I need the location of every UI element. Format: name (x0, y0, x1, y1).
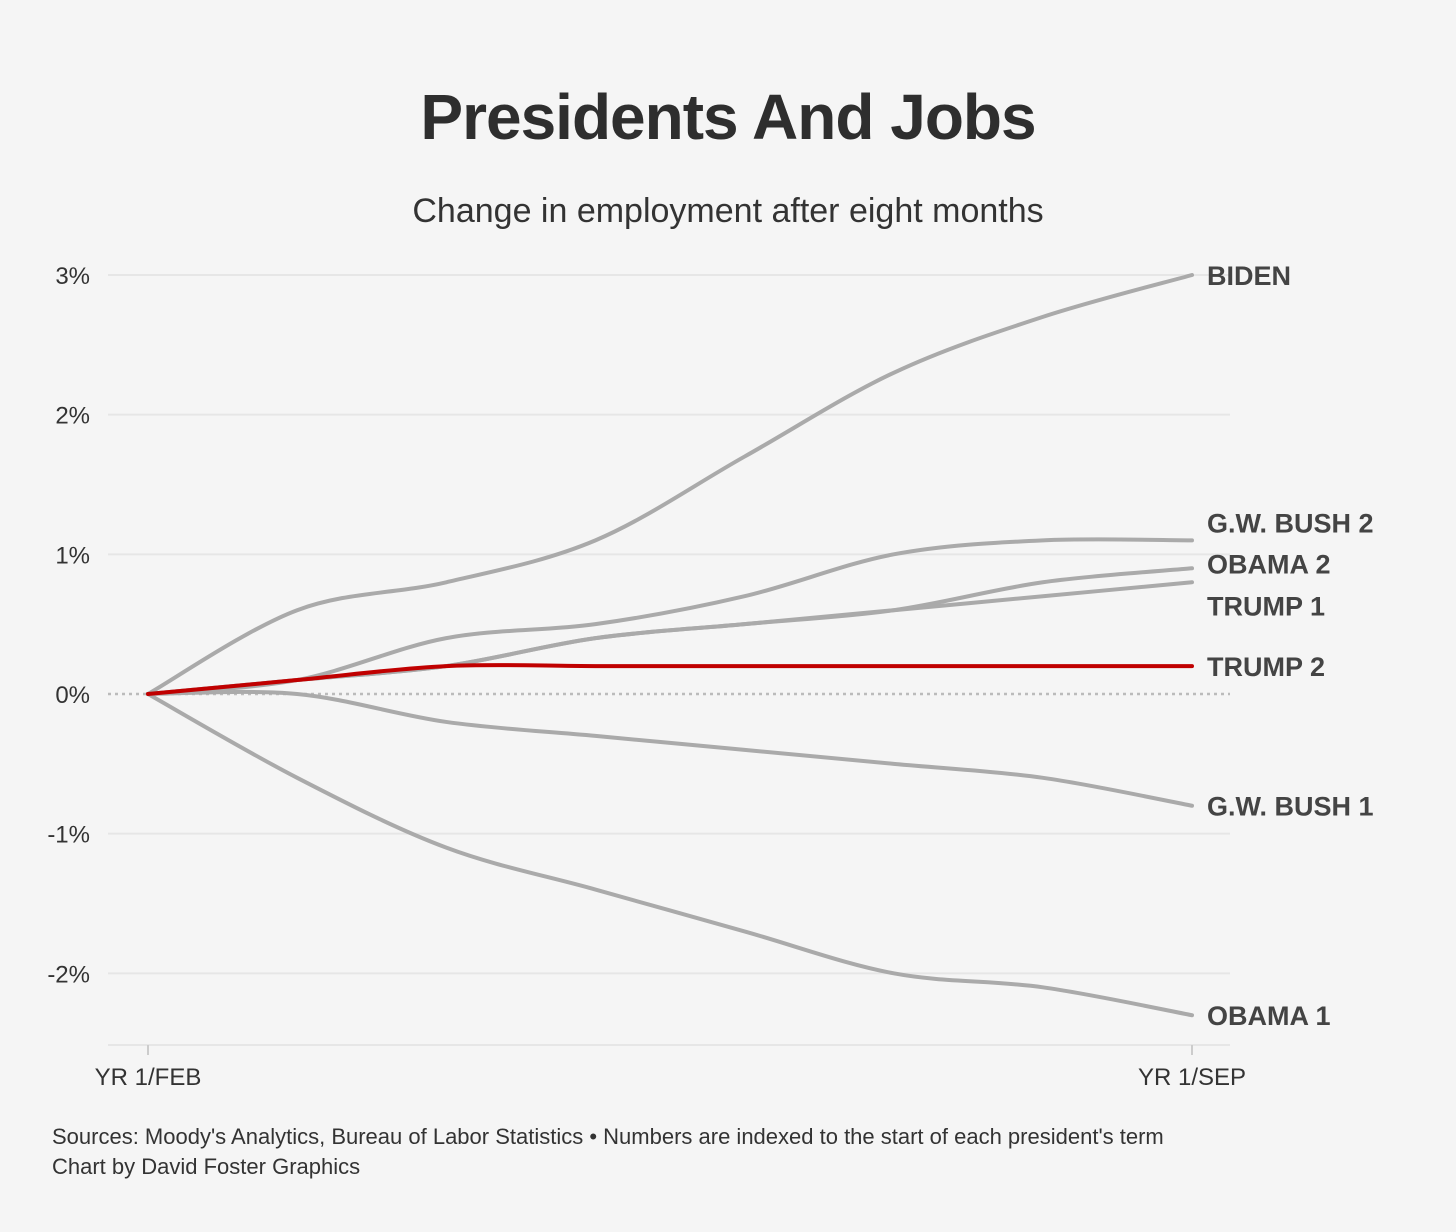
chart-footer: Sources: Moody's Analytics, Bureau of La… (52, 1122, 1164, 1182)
series-label-trump-2: TRUMP 2 (1207, 652, 1325, 682)
x-tick-label: YR 1/SEP (1138, 1064, 1246, 1091)
chart-subtitle: Change in employment after eight months (412, 192, 1044, 230)
grid-layer (108, 274, 1230, 975)
series-line-obama-1 (146, 692, 1194, 1018)
y-tick-label: -2% (47, 961, 90, 988)
series-line-g-w-bush-1 (146, 689, 1194, 808)
series-label-biden: BIDEN (1207, 261, 1291, 291)
series-line-trump-2 (146, 663, 1194, 696)
x-tick-label: YR 1/FEB (95, 1064, 202, 1091)
series-label-g-w-bush-2: G.W. BUSH 2 (1207, 508, 1374, 538)
axis-layer: 3% 2% 1% 0% -1% -2% YR 1/FEB YR 1/SEP (47, 263, 1246, 1091)
series-label-g-w-bush-1: G.W. BUSH 1 (1207, 792, 1374, 822)
sources-note: Sources: Moody's Analytics, Bureau of La… (52, 1124, 1164, 1149)
series-line-biden (146, 273, 1194, 696)
y-tick-label: 3% (55, 263, 90, 290)
series-label-obama-2: OBAMA 2 (1207, 549, 1331, 579)
y-tick-label: 0% (55, 682, 90, 709)
y-tick-label: -1% (47, 822, 90, 849)
y-tick-label: 1% (55, 542, 90, 569)
credit-note: Chart by David Foster Graphics (52, 1154, 361, 1179)
label-layer: BIDEN G.W. BUSH 2 OBAMA 2 TRUMP 1 G.W. BUSH … (1207, 261, 1374, 1031)
series-label-trump-1: TRUMP 1 (1207, 591, 1325, 621)
series-line-g-w-bush-2 (146, 537, 1194, 696)
y-tick-label: 2% (55, 403, 90, 430)
chart-title: Presidents And Jobs (420, 81, 1036, 153)
series-layer (146, 273, 1194, 1018)
series-label-obama-1: OBAMA 1 (1207, 1001, 1331, 1031)
